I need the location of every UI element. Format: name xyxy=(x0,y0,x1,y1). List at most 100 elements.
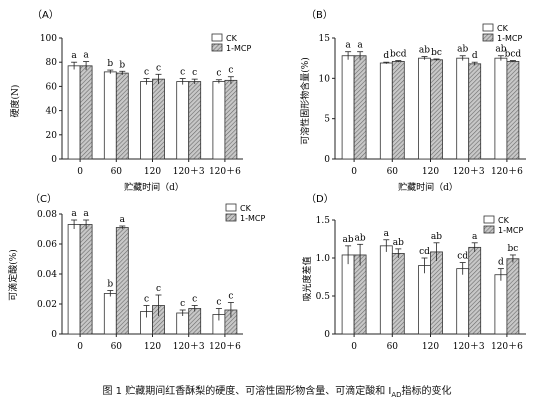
significance-letter: cd xyxy=(419,247,430,257)
x-tick-label: 0 xyxy=(77,342,83,352)
bar-1mcp xyxy=(391,60,405,160)
bar-ck xyxy=(341,55,355,160)
x-tick-label: 60 xyxy=(387,342,399,352)
y-tick-label: 10 xyxy=(319,74,331,84)
bar-1mcp xyxy=(188,308,202,335)
significance-letter: b xyxy=(107,59,113,69)
legend-swatch xyxy=(225,213,237,222)
y-axis-label: 可滴定酸(%) xyxy=(7,249,19,301)
x-tick-label: 120＋6 xyxy=(491,341,523,352)
bar-ck xyxy=(379,245,393,335)
y-tick-label: 0.02 xyxy=(37,300,57,310)
y-axis-label: 吸光度差值 xyxy=(301,256,313,301)
y-tick-label: 60 xyxy=(46,82,58,92)
significance-letter: c xyxy=(192,295,197,305)
bar-ck xyxy=(67,65,81,160)
x-tick-label: 120＋3 xyxy=(453,166,485,177)
y-tick-label: 5 xyxy=(324,115,330,125)
significance-letter: d xyxy=(498,258,504,268)
significance-letter: bcd xyxy=(505,50,522,60)
legend-label: CK xyxy=(240,204,252,213)
bar-1mcp xyxy=(152,78,165,160)
significance-letter: c xyxy=(180,68,185,78)
y-tick-label: 0 xyxy=(51,330,57,340)
bar-1mcp xyxy=(188,81,202,160)
y-tick-label: 80 xyxy=(46,58,58,68)
legend-label: 1-MCP xyxy=(497,34,522,43)
caption-main: 图 1 贮藏期间红香酥梨的硬度、可溶性固形物含量、可滴定酸和 I xyxy=(102,386,392,397)
bar-1mcp xyxy=(224,79,238,160)
x-tick-label: 120＋3 xyxy=(173,166,205,177)
bar-ck xyxy=(67,224,81,335)
bar-1mcp xyxy=(430,251,443,335)
y-tick-label: 1.5 xyxy=(316,216,331,226)
significance-letter: bcd xyxy=(390,50,407,60)
bar-1mcp xyxy=(79,224,93,335)
significance-letter: c xyxy=(228,66,233,76)
bar-ck xyxy=(103,293,117,335)
significance-letter: a xyxy=(83,209,89,219)
legend-swatch xyxy=(482,23,494,32)
significance-letter: b xyxy=(107,280,113,290)
legend-swatch xyxy=(483,215,495,224)
significance-letter: c xyxy=(228,292,233,302)
significance-letter: bc xyxy=(507,244,518,254)
bar-1mcp xyxy=(468,63,482,160)
y-tick-label: 0 xyxy=(324,330,330,340)
significance-letter: c xyxy=(192,68,197,78)
caption-tail: 指标的变化 xyxy=(401,386,452,397)
significance-letter: a xyxy=(472,232,478,242)
panel-label: （D） xyxy=(306,193,334,205)
x-axis-label: 贮藏时间（d） xyxy=(124,181,184,193)
y-tick-label: 0.08 xyxy=(37,210,57,220)
bar-ck xyxy=(494,57,508,160)
panel-label: （B） xyxy=(306,9,333,21)
x-tick-label: 0 xyxy=(77,167,83,177)
bar-ck xyxy=(176,312,190,335)
y-axis-label: 硬度(N) xyxy=(9,85,21,118)
significance-letter: a xyxy=(120,215,126,225)
legend-swatch xyxy=(482,33,494,42)
bar-ck xyxy=(379,62,393,160)
bar-ck xyxy=(212,81,226,160)
bar-ck xyxy=(418,265,431,335)
legend-label: CK xyxy=(498,216,510,225)
significance-letter: c xyxy=(216,69,221,79)
legend-swatch xyxy=(483,225,495,234)
x-tick-label: 120＋6 xyxy=(209,166,241,177)
legend-swatch xyxy=(211,43,223,52)
significance-letter: d xyxy=(472,51,478,61)
y-tick-label: 0.5 xyxy=(316,292,331,302)
x-tick-label: 120 xyxy=(422,342,439,352)
legend-swatch xyxy=(211,33,223,42)
y-axis-label: 可溶性固形物含量(%) xyxy=(299,57,311,145)
significance-letter: b xyxy=(119,60,125,70)
y-tick-label: 40 xyxy=(46,107,58,117)
y-tick-label: 0.06 xyxy=(37,240,57,250)
legend-label: CK xyxy=(226,34,238,43)
significance-letter: ab xyxy=(495,45,506,55)
significance-letter: ab xyxy=(393,238,404,248)
x-tick-label: 120 xyxy=(144,342,161,352)
caption-subscript: AD xyxy=(391,391,402,399)
significance-letter: a xyxy=(357,41,363,51)
x-tick-label: 0 xyxy=(351,167,357,177)
significance-letter: a xyxy=(71,51,77,61)
x-tick-label: 120＋6 xyxy=(491,166,523,177)
x-tick-label: 0 xyxy=(351,342,357,352)
y-tick-label: 15 xyxy=(319,34,331,44)
figure-caption: 图 1 贮藏期间红香酥梨的硬度、可溶性固形物含量、可滴定酸和 IAD指标的变化 xyxy=(0,382,554,399)
bar-ck xyxy=(494,274,508,335)
x-tick-label: 120 xyxy=(144,167,161,177)
significance-letter: a xyxy=(345,41,351,51)
x-tick-label: 60 xyxy=(387,167,399,177)
bar-1mcp xyxy=(79,65,93,160)
y-tick-label: 20 xyxy=(46,131,58,141)
bar-ck xyxy=(418,57,431,160)
significance-letter: a xyxy=(83,51,89,61)
significance-letter: ab xyxy=(355,233,366,243)
bar-ck xyxy=(103,71,117,160)
x-axis-label: 贮藏时间（d） xyxy=(398,181,458,193)
y-tick-label: 100 xyxy=(40,34,57,44)
